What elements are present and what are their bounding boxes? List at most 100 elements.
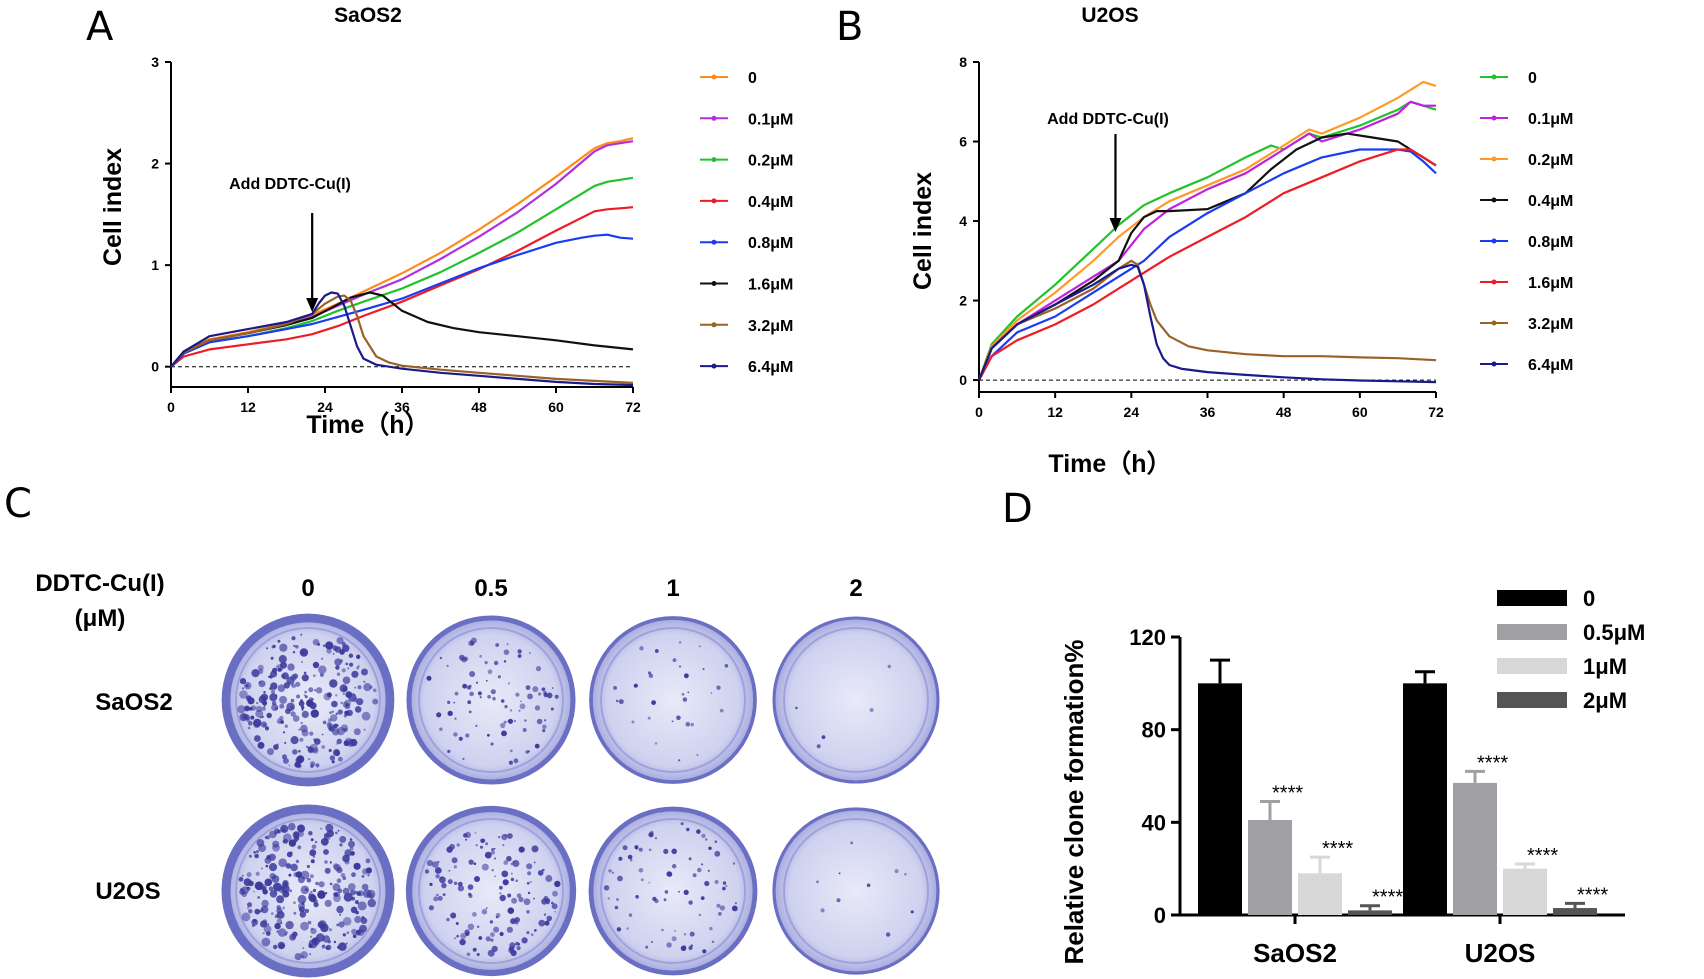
colony-dot (300, 885, 310, 895)
colony-dot (515, 879, 518, 882)
chart-b-xtick-label: 36 (1200, 404, 1216, 420)
chart-b-series-line-0 (977, 100, 1437, 381)
colony-dot (475, 681, 479, 684)
chart-d-significance: **** (1322, 838, 1353, 860)
colony-dot (493, 847, 496, 850)
colony-dot (366, 889, 376, 899)
colony-dot (836, 898, 841, 903)
colony-dot (634, 846, 639, 850)
colony-dot (490, 850, 496, 855)
colony-dot (532, 686, 539, 693)
colony-dot (328, 928, 333, 932)
colony-dot (304, 908, 310, 914)
colony-dot (337, 829, 340, 832)
colony-dot (284, 724, 288, 728)
colony-dot (692, 873, 697, 878)
colony-dot (446, 664, 449, 667)
colony-dot (318, 893, 325, 899)
chart-b-legend-marker-7 (1491, 361, 1497, 367)
colony-dot (269, 890, 278, 898)
colony-dot (324, 867, 331, 874)
colony-dot (337, 945, 340, 949)
colony-dot (504, 705, 508, 709)
colony-dot (340, 873, 346, 878)
colony-plate-u2os-3 (772, 807, 940, 975)
colony-dot (247, 720, 253, 726)
colony-dot (341, 724, 348, 732)
colony-dot (339, 684, 348, 693)
colony-dot (298, 728, 301, 731)
colony-dot (725, 885, 728, 887)
colony-dot (702, 668, 705, 671)
colony-dot (527, 871, 532, 876)
colony-dot (650, 940, 654, 944)
colony-dot (688, 946, 693, 950)
colony-dot (349, 846, 354, 851)
colony-dot (517, 942, 521, 946)
colony-dot (268, 886, 274, 891)
colony-dot (356, 666, 360, 670)
colony-dot (310, 890, 313, 894)
colony-dot (671, 936, 677, 942)
colony-dot (326, 692, 332, 698)
colony-dot (357, 665, 360, 668)
colony-dot (436, 712, 442, 718)
colony-dot (485, 907, 488, 910)
colony-dot (678, 890, 680, 893)
colony-dot (336, 637, 344, 645)
colony-dot (344, 699, 351, 707)
colony-dot (495, 643, 500, 647)
colony-dot (244, 705, 250, 712)
colony-dot (239, 888, 246, 895)
chart-d-significance: **** (1272, 782, 1303, 804)
colony-dot (290, 698, 295, 703)
colony-dot (333, 749, 340, 756)
colony-plate-inner-rim (235, 627, 381, 773)
colony-plate-inner-rim (235, 818, 381, 964)
colony-dot (288, 873, 292, 877)
colony-dot (261, 706, 266, 711)
colony-dot (526, 931, 530, 935)
chart-a-xtick-label: 24 (317, 399, 333, 415)
colony-dot (341, 668, 346, 673)
colony-dot (274, 922, 281, 930)
chart-d-bar (1553, 908, 1597, 915)
colony-dot (517, 649, 522, 654)
colony-dot (270, 912, 274, 915)
chart-d-significance: **** (1527, 845, 1558, 867)
colony-dot (336, 742, 339, 745)
colony-dot (247, 726, 251, 730)
colony-dot (514, 917, 520, 923)
chart-d-bar (1298, 873, 1342, 915)
colony-plate-saos2-1 (406, 615, 576, 785)
colony-dot (607, 897, 610, 900)
colony-dot (333, 864, 342, 872)
colony-dot (355, 929, 361, 935)
colony-dot (506, 643, 509, 645)
colony-dot (490, 932, 495, 938)
colony-dot (530, 933, 534, 937)
colony-dot (484, 851, 492, 859)
colony-dot (648, 881, 651, 884)
colony-dot (648, 673, 654, 678)
colony-dot (683, 889, 689, 896)
colony-dot (254, 908, 261, 915)
chart-b-annotation: Add DDTC-Cu(I) (1047, 111, 1169, 128)
colony-dot (674, 929, 676, 932)
colony-dot (522, 728, 527, 732)
chart-b-ylabel: Cell index (909, 172, 937, 290)
colony-dot (629, 858, 633, 862)
colony-dot (284, 741, 287, 745)
chart-a-legend-label-0: 0 (748, 70, 757, 87)
colony-plate-inner-rim (783, 627, 929, 773)
colony-dot (434, 867, 442, 874)
colony-dot (648, 848, 652, 852)
colony-dot (363, 680, 366, 683)
colony-dot (476, 953, 480, 956)
colony-dot (507, 718, 514, 724)
colony-dot (350, 851, 355, 856)
colony-dot (363, 683, 372, 692)
colony-dot (462, 757, 465, 761)
chart-d-bar (1198, 683, 1242, 915)
colony-dot (454, 717, 457, 720)
